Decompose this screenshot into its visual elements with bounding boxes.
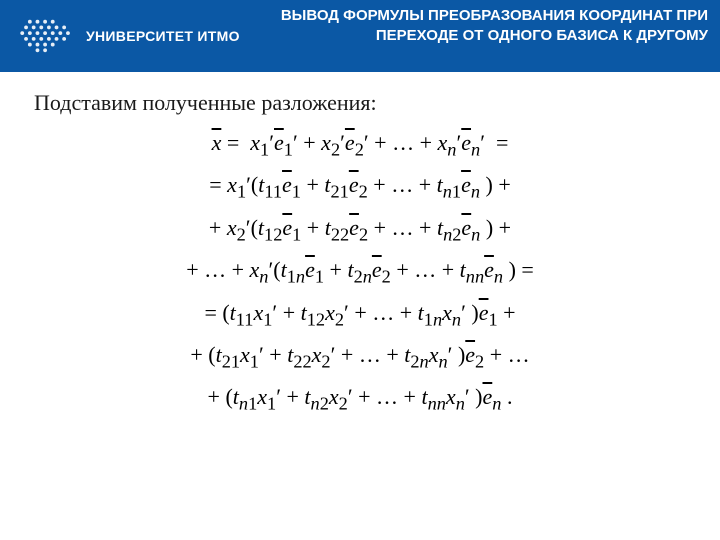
math-line-2: = x1′(t11e1 + t21e2 + … + tn1en ) + (34, 168, 686, 208)
brand-label: УНИВЕРСИТЕТ ИТМО (86, 28, 240, 44)
math-line-1: x = x1′e1′ + x2′e2′ + … + xn′en′ = (34, 126, 686, 166)
math-block: x = x1′e1′ + x2′e2′ + … + xn′en′ = = x1′… (34, 126, 686, 421)
lead-text: Подставим полученные разложения: (34, 90, 686, 116)
math-line-6: + (t21x1′ + t22x2′ + … + t2nxn′ )e2 + … (34, 338, 686, 378)
header-bar: УНИВЕРСИТЕТ ИТМО ВЫВОД ФОРМУЛЫ ПРЕОБРАЗО… (0, 0, 720, 72)
math-line-4: + … + xn′(t1ne1 + t2ne2 + … + tnnen ) = (34, 253, 686, 293)
brand-block: УНИВЕРСИТЕТ ИТМО (0, 0, 240, 72)
math-line-3: + x2′(t12e1 + t22e2 + … + tn2en ) + (34, 211, 686, 251)
math-line-7: + (tn1x1′ + tn2x2′ + … + tnnxn′ )en . (34, 380, 686, 420)
slide-body: Подставим полученные разложения: x = x1′… (0, 72, 720, 421)
slide-title: ВЫВОД ФОРМУЛЫ ПРЕОБРАЗОВАНИЯ КООРДИНАТ П… (273, 6, 708, 46)
itmo-logo-icon (18, 16, 76, 56)
math-line-5: = (t11x1′ + t12x2′ + … + t1nxn′ )e1 + (34, 296, 686, 336)
